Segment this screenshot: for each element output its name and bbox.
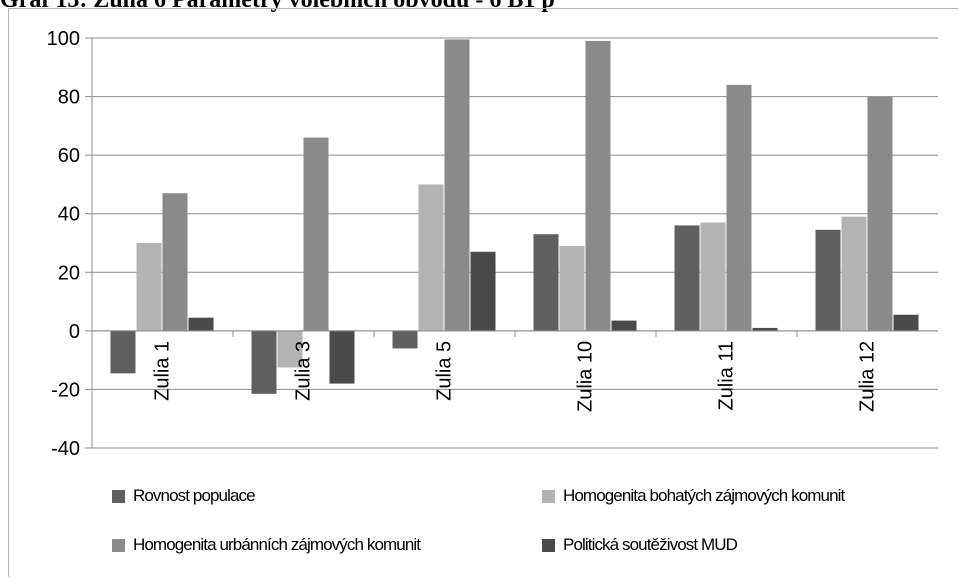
category-label: Zulia 1 (152, 341, 174, 401)
bar (867, 96, 893, 331)
bar (815, 229, 841, 331)
label-layer: 100 80 60 40 20 0 -20 -40 Zulia 1 Zulia 3 Zulia 5 Z… (47, 28, 879, 460)
bar (700, 222, 726, 331)
bars-layer (110, 39, 919, 394)
y-tick-label: 0 (69, 321, 80, 343)
y-tick-label: -40 (51, 438, 80, 460)
bar (329, 330, 355, 384)
y-tick-label: -20 (51, 379, 80, 401)
y-tick-label: 60 (58, 145, 80, 167)
bar (392, 330, 418, 349)
bar (277, 330, 303, 368)
bar (674, 225, 700, 331)
y-tick-label: 80 (58, 87, 80, 109)
page-title: Graf 13: Zulia 6 Parametry volebních obv… (0, 0, 555, 13)
grid-layer (92, 37, 938, 449)
y-tick-label: 100 (47, 28, 80, 50)
bar (136, 243, 162, 331)
bar (162, 193, 188, 331)
category-label: Zulia 3 (293, 341, 315, 401)
bar (533, 234, 559, 331)
bar (893, 314, 919, 331)
bar (585, 40, 611, 331)
axis-layer (85, 37, 938, 449)
category-label: Zulia 5 (434, 341, 456, 401)
category-label: Zulia 12 (857, 341, 879, 412)
bar (611, 320, 637, 331)
bar (559, 245, 585, 331)
y-tick-label: 40 (58, 204, 80, 226)
bar (188, 317, 214, 331)
y-tick-label: 20 (58, 262, 80, 284)
bar (303, 137, 329, 331)
category-label: Zulia 11 (716, 341, 738, 411)
bar (470, 251, 496, 331)
bar (418, 184, 444, 331)
category-label: Zulia 10 (575, 341, 597, 412)
bar (752, 327, 778, 331)
bar (251, 330, 277, 394)
bar (110, 330, 136, 374)
bar (444, 39, 470, 331)
bar (841, 216, 867, 331)
bar (726, 84, 752, 331)
chart-frame (8, 8, 958, 577)
